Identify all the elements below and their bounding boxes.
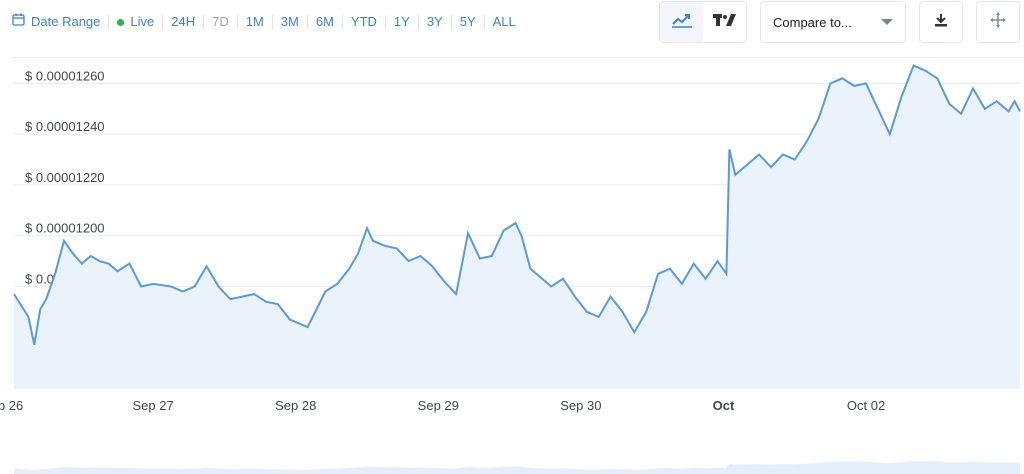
x-tick-label: Sep 27: [133, 398, 174, 413]
navigator-area: [14, 461, 1020, 474]
range-button-3y[interactable]: 3Y: [426, 14, 443, 29]
divider: [236, 15, 238, 29]
range-selector: Date Range Live 24H 7D 1M 3M 6M YTD 1Y 3Y 5Y ALL: [12, 12, 524, 32]
line-chart-button[interactable]: [660, 2, 703, 42]
price-chart: $ 0.00001260 $ 0.00001240 $ 0.00001220 $ 0.…: [0, 64, 1021, 474]
range-button-7d[interactable]: 7D: [212, 14, 229, 29]
chart-top-border: [12, 57, 1024, 58]
tradingview-icon: [712, 13, 737, 32]
divider: [483, 15, 485, 29]
range-options: 24H 7D 1M 3M 6M YTD 1Y 3Y 5Y ALL: [163, 12, 524, 32]
live-label: Live: [130, 14, 155, 29]
y-tick-label: $ 0.00001220: [25, 170, 105, 185]
divider: [108, 15, 110, 29]
chart-toolbar: Date Range Live 24H 7D 1M 3M 6M YTD 1Y 3Y 5Y ALL …: [0, 0, 1024, 44]
live-dot-icon: [117, 19, 125, 26]
divider: [417, 15, 419, 29]
compare-label: Compare to...: [773, 14, 852, 30]
range-button-1y[interactable]: 1Y: [393, 14, 410, 29]
y-tick-label: $ 0.00001200: [25, 221, 105, 236]
date-range-label: Date Range: [31, 14, 101, 29]
compare-dropdown[interactable]: Compare to...: [760, 1, 906, 43]
calendar-icon: [12, 12, 25, 32]
divider: [341, 15, 343, 29]
chevron-down-icon: [881, 19, 893, 25]
range-button-6m[interactable]: 6M: [315, 14, 334, 29]
move-icon: [990, 11, 1006, 33]
x-tick-label: Oct: [713, 398, 735, 413]
divider: [271, 15, 273, 29]
divider: [450, 15, 452, 29]
date-range-button[interactable]: Date Range: [12, 12, 108, 32]
range-button-all[interactable]: ALL: [492, 14, 516, 29]
fullscreen-button[interactable]: [976, 1, 1020, 43]
price-line: [13, 64, 1021, 346]
chart-type-toggle: [659, 1, 747, 43]
range-button-24h[interactable]: 24H: [171, 14, 196, 29]
divider: [306, 15, 308, 29]
range-button-5y[interactable]: 5Y: [459, 14, 476, 29]
x-tick-label: Sep 29: [418, 398, 459, 413]
y-tick-label: $ 0.00001260: [25, 68, 105, 83]
download-button[interactable]: [919, 1, 963, 43]
tradingview-button[interactable]: [703, 2, 746, 42]
download-icon: [934, 13, 948, 32]
x-tick-label: Oct 02: [847, 398, 885, 413]
line-chart-icon: [671, 12, 693, 33]
range-button-3m[interactable]: 3M: [280, 14, 299, 29]
x-tick-label: p 26: [0, 398, 23, 413]
range-button-ytd[interactable]: YTD: [350, 14, 377, 29]
divider: [203, 15, 205, 29]
range-button-1m[interactable]: 1M: [245, 14, 264, 29]
divider: [162, 15, 164, 29]
x-tick-label: Sep 28: [275, 398, 316, 413]
y-tick-label: $ 0.00001240: [25, 119, 105, 134]
x-tick-label: Sep 30: [560, 398, 601, 413]
divider: [384, 15, 386, 29]
live-button[interactable]: Live: [109, 12, 162, 32]
